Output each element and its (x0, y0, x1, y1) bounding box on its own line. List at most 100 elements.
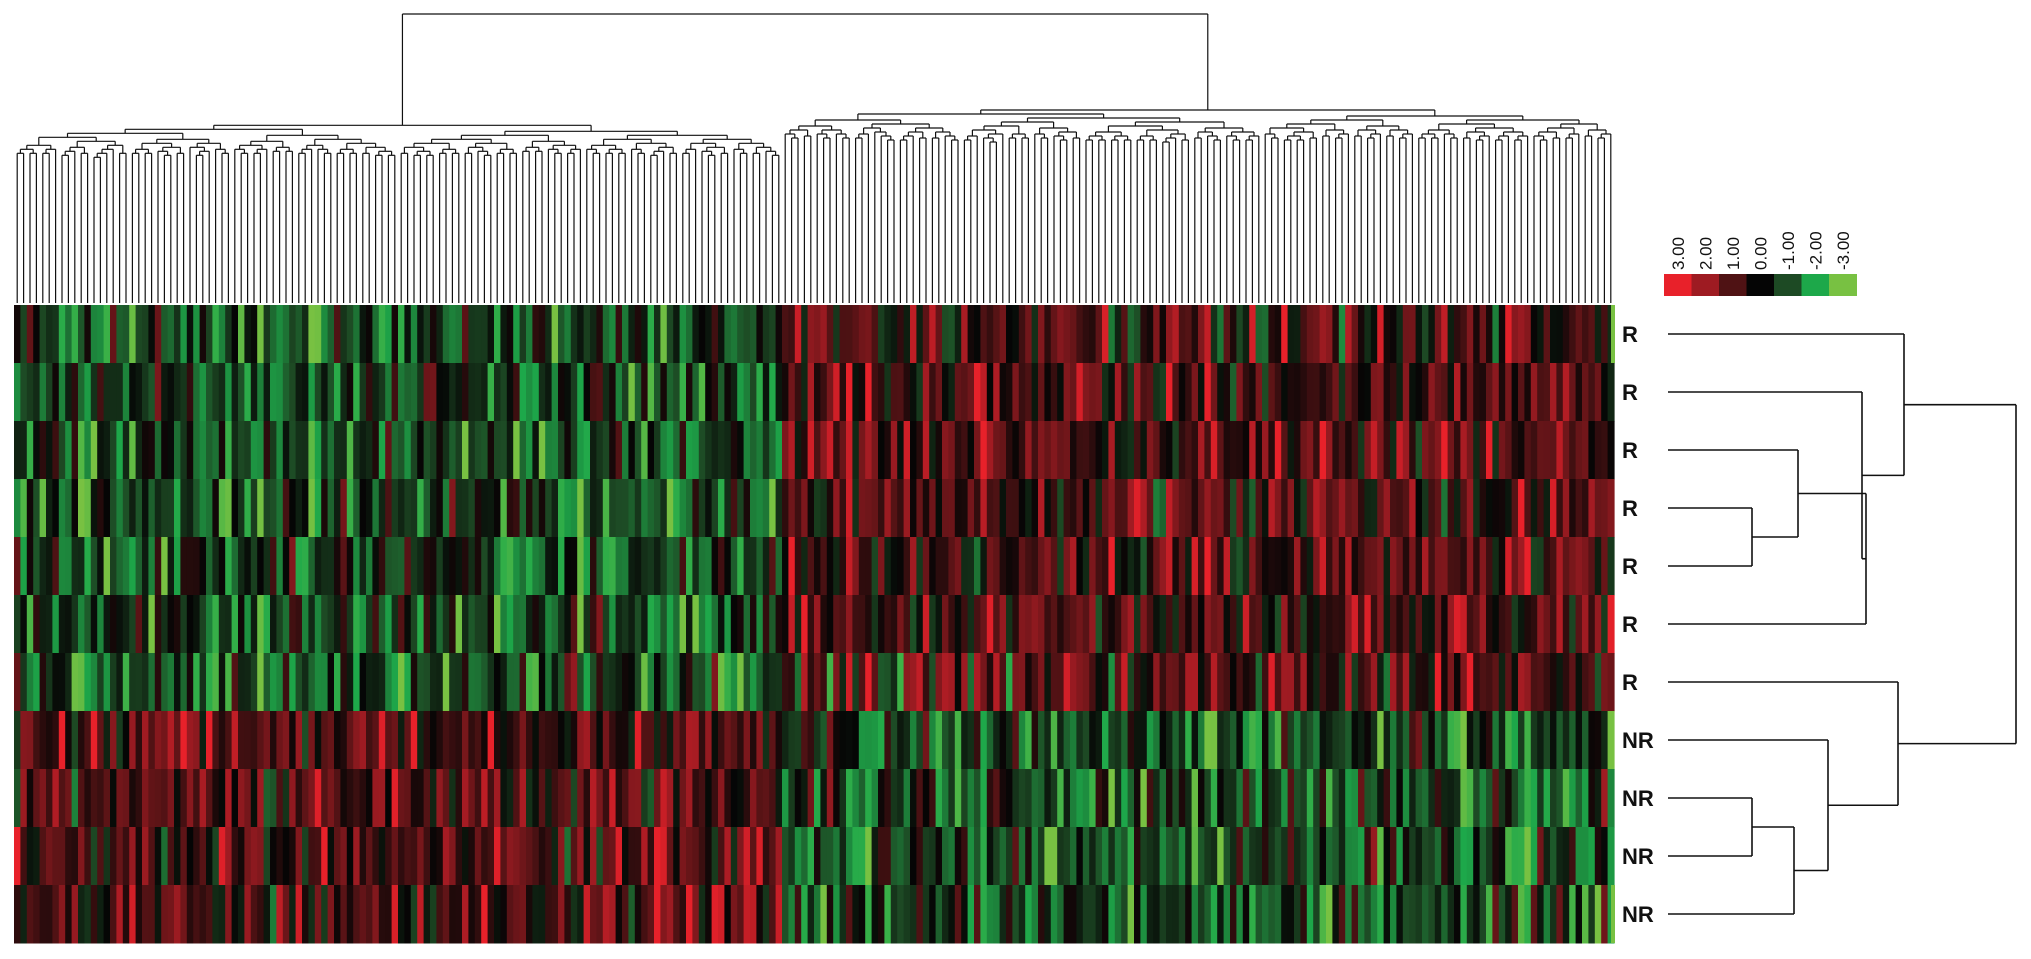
heatmap-cell (1102, 653, 1109, 712)
heatmap-cell (39, 653, 47, 712)
heatmap-cell (743, 421, 751, 480)
heatmap-cell (430, 479, 437, 538)
heatmap-cell (1466, 711, 1474, 770)
heatmap-cell (1204, 827, 1212, 886)
heatmap-cell (1057, 305, 1065, 364)
heatmap-cell (199, 711, 207, 770)
heatmap-cell (1121, 595, 1129, 654)
heatmap-cell (986, 479, 994, 538)
heatmap-cell (487, 479, 495, 538)
heatmap-cell (129, 421, 137, 480)
heatmap-cell (807, 595, 815, 654)
heatmap-cell (1178, 421, 1186, 480)
heatmap-cell (174, 595, 181, 654)
heatmap-cell (1172, 537, 1180, 596)
heatmap-cell (1402, 305, 1410, 364)
heatmap-cell (705, 479, 713, 538)
heatmap-cell (1255, 827, 1263, 886)
heatmap-cell (468, 711, 476, 770)
heatmap-cell (1121, 421, 1129, 480)
heatmap-cell (52, 537, 60, 596)
heatmap-cell (634, 363, 642, 422)
heatmap-cell (372, 595, 380, 654)
heatmap-cell (506, 653, 514, 712)
heatmap-cell (666, 479, 674, 538)
heatmap-cell (404, 827, 412, 886)
heatmap-cell (231, 421, 239, 480)
heatmap-cell (1178, 885, 1186, 944)
heatmap-cell (730, 479, 738, 538)
heatmap-cell (199, 305, 207, 364)
heatmap-cell (20, 769, 28, 828)
heatmap-cell (276, 827, 284, 886)
heatmap-cell (193, 827, 201, 886)
heatmap-cell (65, 711, 73, 770)
heatmap-cell (257, 479, 265, 538)
heatmap-cell (762, 363, 770, 422)
heatmap-cell (622, 769, 629, 828)
heatmap-cell (295, 595, 303, 654)
heatmap-cell (1569, 479, 1577, 538)
heatmap-cell (1140, 885, 1148, 944)
heatmap-cell (321, 595, 329, 654)
heatmap-cell (302, 653, 309, 712)
heatmap-cell (218, 711, 226, 770)
heatmap-cell (122, 653, 130, 712)
heatmap-cell (20, 827, 28, 886)
heatmap-cell (20, 653, 28, 712)
heatmap-cell (378, 305, 386, 364)
heatmap-cell (46, 479, 53, 538)
heatmap-cell (1434, 363, 1442, 422)
heatmap-cell (1268, 479, 1276, 538)
heatmap-cell (1140, 769, 1148, 828)
heatmap-cell (250, 537, 258, 596)
heatmap-cell (590, 363, 597, 422)
heatmap-cell (238, 363, 245, 422)
heatmap-cell (1454, 885, 1461, 944)
heatmap-cell (1082, 479, 1090, 538)
heatmap-cell (647, 421, 655, 480)
heatmap-cell (1530, 363, 1538, 422)
heatmap-cell (1601, 421, 1609, 480)
heatmap-cell (78, 479, 85, 538)
heatmap-cell (551, 537, 559, 596)
heatmap-cell (743, 653, 751, 712)
heatmap-cell (455, 595, 463, 654)
heatmap-cell (1319, 305, 1327, 364)
heatmap-cell (250, 421, 258, 480)
heatmap-cell (1031, 363, 1039, 422)
heatmap-cell (430, 537, 437, 596)
heatmap-cell (673, 711, 681, 770)
heatmap-cell (1070, 305, 1077, 364)
heatmap-cell (1044, 711, 1052, 770)
heatmap-cell (308, 421, 316, 480)
heatmap-cell (1166, 653, 1173, 712)
heatmap-cell (890, 653, 898, 712)
heatmap-cell (1249, 537, 1257, 596)
heatmap-cell (903, 827, 911, 886)
heatmap-cell (954, 885, 962, 944)
heatmap-cell (1223, 305, 1231, 364)
heatmap-cell (1486, 827, 1493, 886)
heatmap-cell (334, 479, 341, 538)
heatmap-cell (1454, 421, 1461, 480)
heatmap-cell (686, 769, 693, 828)
heatmap-cell (750, 479, 757, 538)
heatmap-cell (756, 537, 764, 596)
heatmap-cell (974, 827, 981, 886)
heatmap-cell (308, 595, 316, 654)
heatmap-cell (948, 711, 956, 770)
heatmap-cell (1146, 363, 1154, 422)
heatmap-cell (833, 363, 841, 422)
heatmap-cell (1006, 711, 1013, 770)
heatmap-cell (353, 479, 361, 538)
heatmap-cell (788, 827, 796, 886)
heatmap-cell (1050, 537, 1058, 596)
heatmap-cell (327, 769, 335, 828)
heatmap-cell (180, 653, 188, 712)
heatmap-cell (1287, 827, 1295, 886)
heatmap-cell (1594, 479, 1602, 538)
heatmap-cell (1319, 537, 1327, 596)
heatmap-cell (90, 653, 98, 712)
heatmap-cell (1569, 885, 1577, 944)
